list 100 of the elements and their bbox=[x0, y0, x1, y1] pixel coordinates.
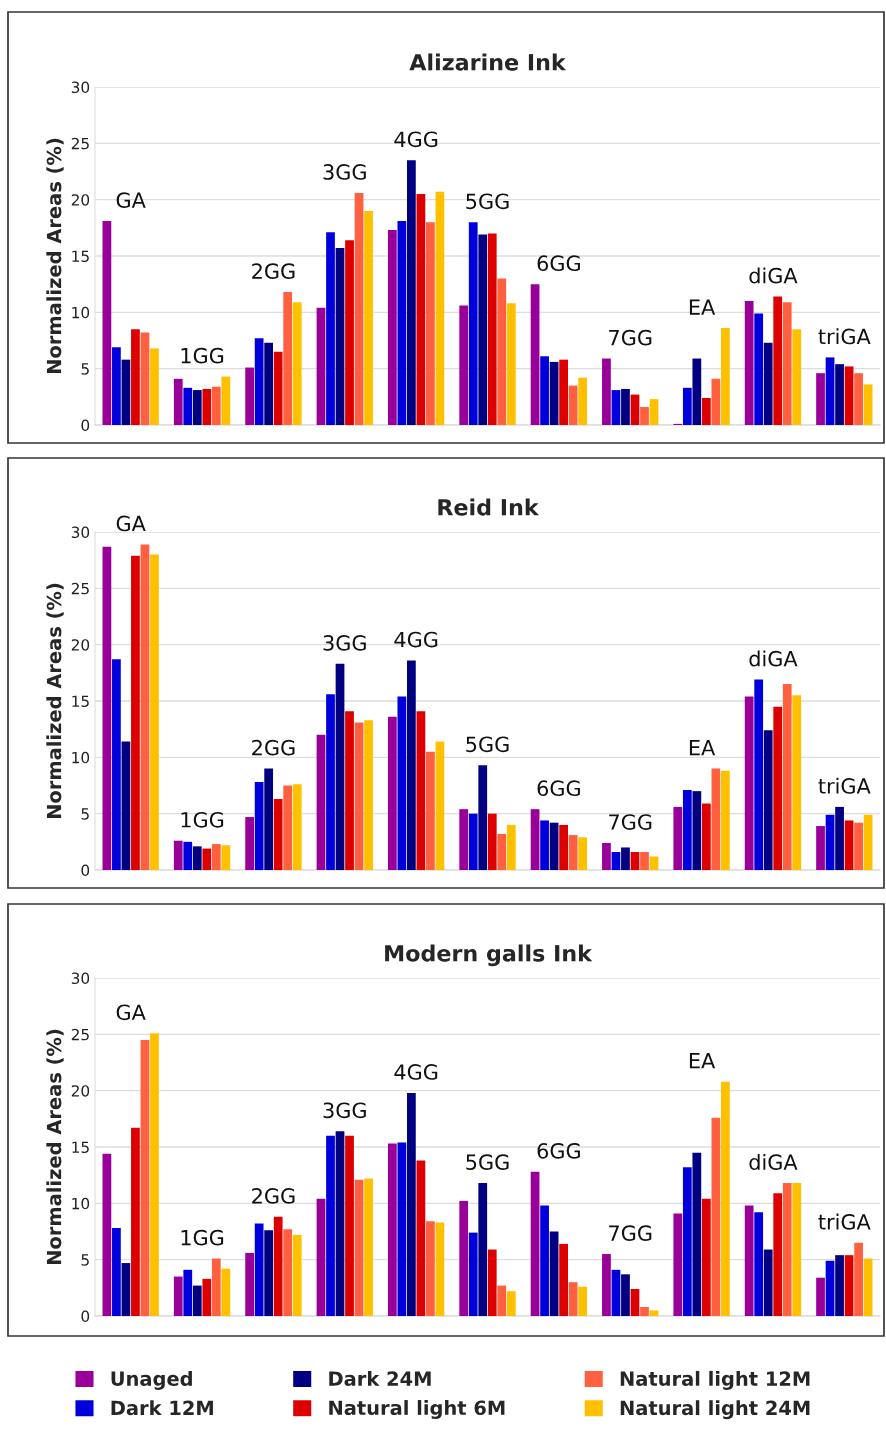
chart-title: Alizarine Ink bbox=[409, 53, 567, 71]
bar bbox=[611, 1269, 621, 1316]
category-label: triGA bbox=[818, 1213, 871, 1230]
bar bbox=[221, 845, 231, 870]
bar bbox=[345, 240, 354, 425]
y-tick-label: 5 bbox=[81, 1254, 89, 1266]
bar bbox=[568, 835, 578, 870]
bar bbox=[283, 292, 293, 425]
y-tick-label: 0 bbox=[81, 419, 90, 432]
bar bbox=[792, 329, 802, 425]
chart-title: Modern galls Ink bbox=[385, 944, 593, 967]
bar bbox=[121, 1263, 131, 1316]
bar bbox=[816, 373, 825, 425]
bar bbox=[397, 696, 407, 870]
category-label: EA bbox=[689, 299, 716, 315]
bar bbox=[863, 814, 873, 870]
y-tick-label: 30 bbox=[71, 526, 90, 539]
y-tick-label: 0 bbox=[81, 1310, 90, 1323]
category-label: EA bbox=[689, 740, 716, 756]
bar bbox=[468, 813, 478, 870]
bar bbox=[816, 1277, 825, 1316]
bar bbox=[121, 741, 131, 870]
bar bbox=[578, 377, 588, 425]
bar bbox=[192, 846, 202, 870]
bar bbox=[506, 1291, 516, 1316]
category-label: EA bbox=[689, 1053, 716, 1069]
bar bbox=[602, 358, 611, 425]
legend-label: Natural light 24M bbox=[620, 1400, 810, 1420]
bar bbox=[254, 1223, 264, 1316]
bar bbox=[640, 406, 649, 425]
y-axis-title: Normalized Areas (%) bbox=[46, 138, 64, 374]
category-label: 3GG bbox=[323, 1102, 366, 1119]
bar bbox=[273, 799, 283, 870]
bar bbox=[649, 856, 659, 870]
bar bbox=[468, 1232, 478, 1316]
bar bbox=[273, 351, 283, 425]
bar bbox=[131, 329, 140, 425]
bar bbox=[682, 387, 692, 425]
bar bbox=[283, 1229, 293, 1316]
bar bbox=[487, 233, 497, 425]
bar bbox=[183, 841, 193, 870]
bar bbox=[102, 221, 112, 425]
bar bbox=[611, 851, 621, 870]
category-label: 4GG bbox=[394, 131, 438, 148]
bar bbox=[364, 210, 373, 425]
bar bbox=[397, 221, 407, 425]
y-tick-label: 10 bbox=[72, 306, 90, 319]
category-label: 2GG bbox=[252, 263, 295, 279]
bar bbox=[721, 770, 730, 870]
bar bbox=[825, 357, 835, 425]
bar bbox=[854, 1242, 863, 1316]
bar bbox=[211, 1258, 221, 1316]
bar bbox=[245, 1252, 254, 1316]
bar bbox=[140, 544, 150, 870]
category-label: 2GG bbox=[252, 1188, 295, 1204]
bar bbox=[630, 851, 640, 870]
bar bbox=[549, 822, 559, 870]
legend-label: Natural light 6M bbox=[329, 1400, 505, 1420]
bar bbox=[487, 1249, 497, 1316]
bar bbox=[863, 384, 873, 425]
bar bbox=[316, 734, 326, 870]
category-label: 6GG bbox=[537, 1142, 580, 1159]
category-label: 6GG bbox=[537, 255, 580, 272]
bar bbox=[711, 378, 721, 425]
bar bbox=[264, 768, 274, 870]
y-tick-label: 25 bbox=[71, 137, 89, 150]
y-tick-label: 10 bbox=[72, 1197, 90, 1210]
bar bbox=[283, 785, 293, 870]
bar bbox=[364, 1178, 373, 1316]
category-label: 3GG bbox=[323, 164, 366, 180]
bar bbox=[140, 332, 150, 425]
bar bbox=[701, 1198, 711, 1316]
category-label: 1GG bbox=[181, 811, 224, 828]
bar bbox=[621, 1274, 630, 1316]
y-tick-label: 20 bbox=[71, 194, 90, 206]
bar bbox=[345, 1135, 354, 1316]
bar bbox=[640, 851, 649, 870]
bar bbox=[711, 1117, 721, 1316]
bar bbox=[211, 386, 221, 425]
bar bbox=[854, 373, 863, 425]
bar bbox=[335, 248, 345, 425]
bar bbox=[183, 1269, 193, 1316]
bar bbox=[140, 1039, 150, 1316]
bar bbox=[540, 356, 549, 425]
bar bbox=[568, 1282, 578, 1316]
bar bbox=[754, 313, 764, 425]
bar bbox=[354, 192, 364, 425]
y-tick-label: 20 bbox=[71, 639, 90, 651]
bar bbox=[407, 160, 416, 425]
y-tick-label: 10 bbox=[72, 751, 90, 764]
bar bbox=[183, 387, 193, 425]
bar bbox=[763, 730, 773, 870]
category-label: GA bbox=[116, 192, 146, 209]
y-tick-label: 30 bbox=[71, 972, 90, 985]
category-label: 5GG bbox=[466, 1154, 509, 1170]
bar bbox=[649, 1310, 659, 1316]
bar bbox=[744, 301, 754, 425]
bar bbox=[682, 1167, 692, 1316]
bar bbox=[354, 722, 364, 870]
category-label: GA bbox=[116, 1004, 146, 1021]
